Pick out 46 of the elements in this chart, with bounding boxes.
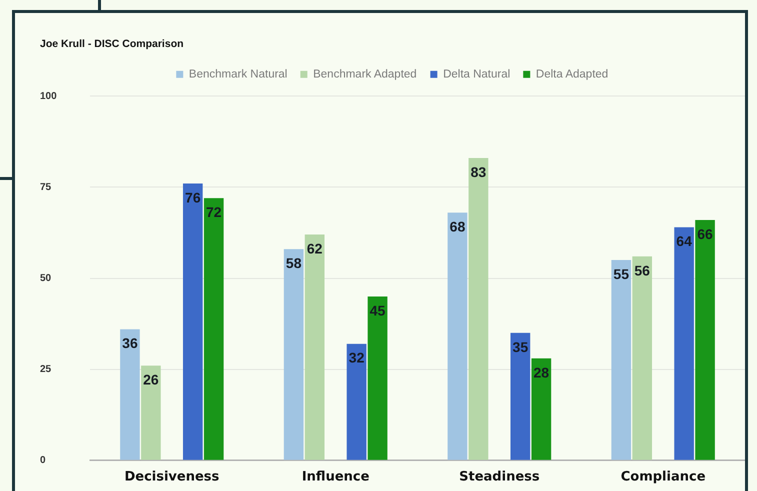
- bar: [204, 198, 224, 460]
- bar: [448, 212, 468, 460]
- bar: [346, 344, 366, 460]
- data-label: 76: [185, 189, 201, 206]
- y-tick-label: 75: [40, 182, 52, 193]
- data-label: 56: [634, 262, 650, 278]
- data-label: 68: [450, 218, 466, 235]
- data-label: 36: [122, 335, 138, 352]
- y-tick-label: 0: [40, 455, 46, 466]
- bar: [182, 184, 203, 460]
- bar: [284, 249, 304, 460]
- chart-title: Joe Krull - DISC Comparison: [40, 38, 184, 50]
- data-label: 55: [613, 266, 630, 282]
- bar: [141, 366, 161, 460]
- x-tick-label: Decisiveness: [124, 470, 220, 485]
- x-tick-label: Compliance: [620, 470, 706, 485]
- bar: [468, 158, 488, 460]
- data-label: 58: [286, 254, 302, 271]
- data-label: 28: [534, 364, 550, 380]
- bar: [695, 220, 715, 460]
- y-tick-label: 25: [40, 364, 52, 376]
- bar: [120, 329, 140, 460]
- bar: [510, 332, 530, 460]
- x-tick-label: Influence: [302, 470, 370, 485]
- data-label: 26: [143, 372, 159, 388]
- data-label: 62: [306, 240, 323, 256]
- bar: [611, 260, 632, 460]
- data-label: 83: [470, 164, 486, 180]
- bar: [304, 234, 325, 460]
- legend-label: Delta Adapted: [536, 68, 608, 81]
- x-tick-label: Steadiness: [459, 470, 540, 485]
- y-tick-label: 100: [40, 90, 58, 102]
- data-label: 64: [676, 233, 692, 250]
- bar: [531, 358, 552, 460]
- data-label: 45: [370, 302, 386, 318]
- legend-label: Delta Natural: [443, 68, 510, 81]
- bar: [368, 296, 388, 460]
- bar: [674, 227, 694, 460]
- data-label: 66: [697, 226, 714, 242]
- data-label: 35: [512, 338, 528, 355]
- legend-label: Benchmark Natural: [188, 68, 288, 81]
- y-tick-label: 50: [40, 273, 52, 284]
- legend-label: Benchmark Adapted: [313, 68, 417, 81]
- data-label: 32: [348, 350, 365, 366]
- data-label: 72: [206, 204, 222, 220]
- bar: [632, 256, 652, 460]
